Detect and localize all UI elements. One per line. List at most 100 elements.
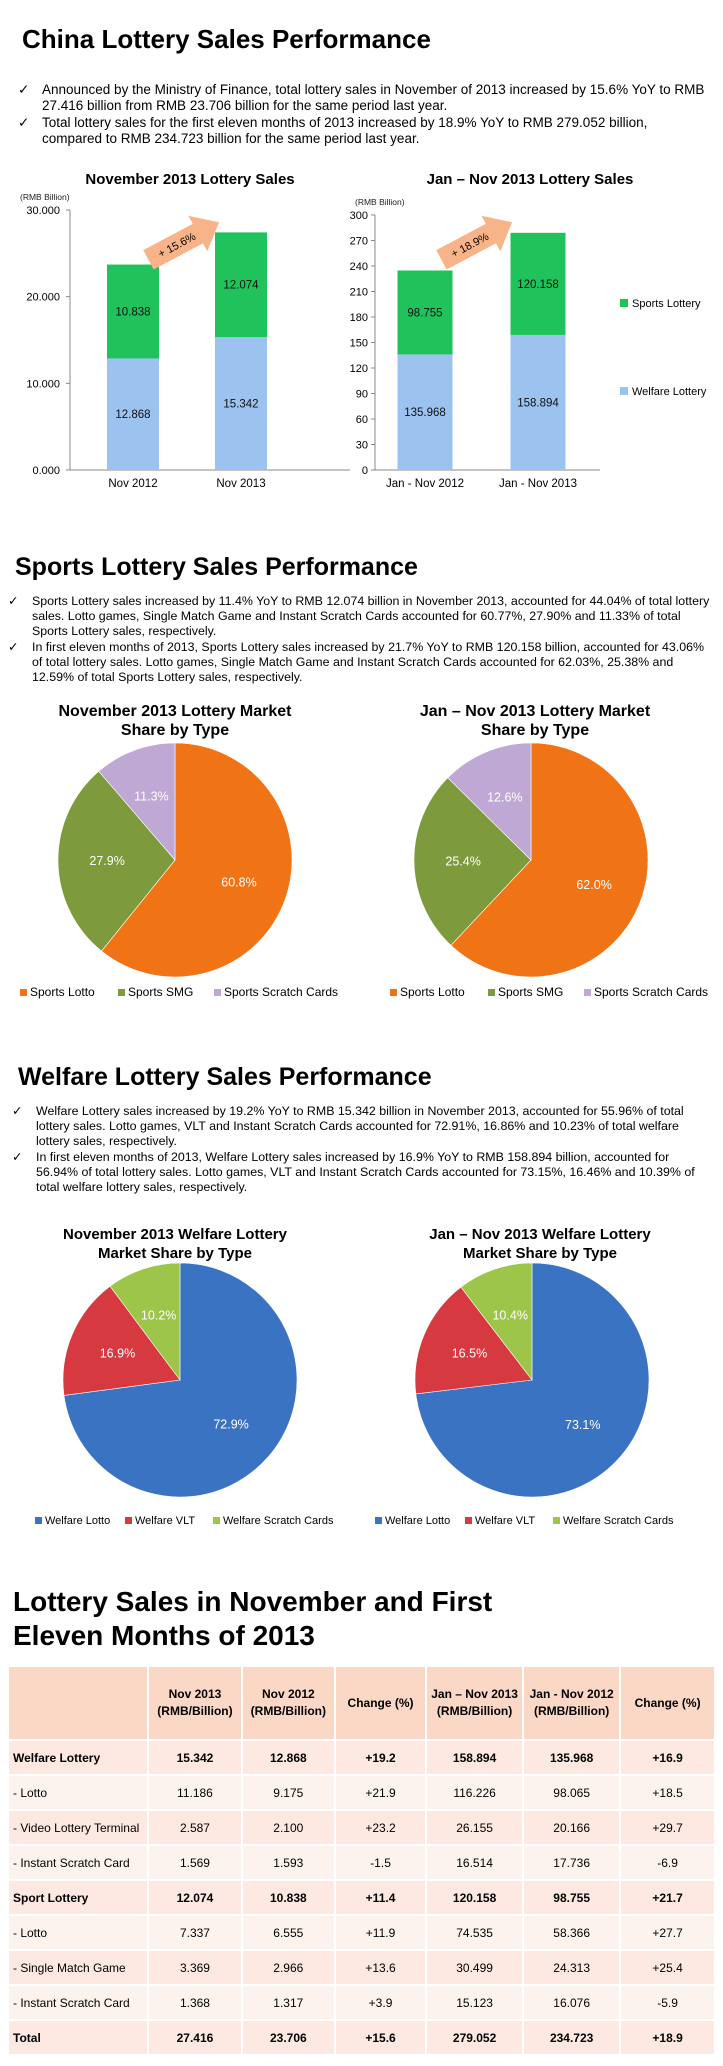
row-label: - Video Lottery Terminal [9,1811,148,1844]
growth-arrow: + 18.9% [436,215,513,270]
arrow-shape [143,215,220,270]
y-tick-label: 0 [362,465,368,477]
y-tick-label: 0.000 [32,465,60,477]
table-cell: 3.369 [149,1951,241,1984]
legend-swatch [118,989,125,996]
bar-sports [510,232,566,335]
y-tick-label: 20.000 [26,292,60,304]
table-cell: 15.342 [149,1741,241,1774]
table-header-cell [9,1667,148,1739]
table-cell: +13.6 [336,1951,426,1984]
table-cell: +25.4 [621,1951,714,1984]
table-cell: 12.868 [242,1741,334,1774]
legend-label: Sports Lottery [632,298,701,310]
legend-swatch [553,1517,560,1524]
bar-value-label: 10.838 [115,307,150,319]
table-cell: 11.186 [149,1776,241,1809]
legend-label: Sports Lotto [400,985,465,999]
table-cell: 27.416 [149,2021,241,2054]
table-cell: 58.366 [524,1916,620,1949]
bar-value-label: 12.074 [223,280,259,292]
pie-slice-label: 73.1% [565,1418,600,1432]
china-bullets: ✓ Announced by the Ministry of Finance, t… [18,82,708,148]
table-row: - Single Match Game 3.369 2.966 +13.6 30.499… [9,1951,714,1984]
y-tick-label: 30.000 [26,205,60,217]
table-cell: +11.4 [336,1881,426,1914]
legend-swatch [390,989,397,996]
bar-chart-1-title: November 2013 Lottery Sales [85,171,295,188]
row-label: - Lotto [9,1916,148,1949]
legend-label: Sports Scratch Cards [594,985,708,999]
bar-sports [107,264,159,359]
table-header-cell: Jan - Nov 2012 (RMB/Billion) [524,1667,620,1739]
checkmark-icon: ✓ [18,82,30,97]
table-cell: 12.074 [149,1881,241,1914]
table-cell: 2.587 [149,1811,241,1844]
table-cell: 2.100 [242,1811,334,1844]
pie-slice-label: 10.2% [141,1309,176,1323]
table-cell: 1.593 [242,1846,334,1879]
legend-swatch [214,989,221,996]
table-cell: +21.9 [336,1776,426,1809]
bar-value-label: 120.158 [517,279,559,291]
table-header-row: Nov 2013 (RMB/Billion) Nov 2012 (RMB/Bill… [9,1667,714,1739]
legend-swatch [620,299,628,307]
welfare-bullets: ✓ Welfare Lottery sales increased by 19.2… [12,1104,714,1196]
table-cell: 17.736 [524,1846,620,1879]
pie-slice-label: 25.4% [445,854,480,868]
legend-swatch [620,387,628,395]
table-cell: 20.166 [524,1811,620,1844]
legend-swatch [465,1517,472,1524]
table-row: - Lotto 7.337 6.555 +11.9 74.535 58.366 +27.7 [9,1916,714,1949]
legend-label: Welfare Lotto [45,1515,110,1527]
checkmark-icon: ✓ [18,115,30,130]
y-tick-label: 180 [350,312,368,324]
bullet-item: ✓ In first eleven months of 2013, Welfare… [12,1150,695,1194]
bullet-item: ✓ Announced by the Ministry of Finance, t… [18,82,705,113]
row-label: - Lotto [9,1776,148,1809]
checkmark-icon: ✓ [12,1150,23,1164]
table-cell: 135.968 [524,1741,620,1774]
pie-slice-label: 12.6% [487,790,522,804]
row-label: Total [9,2021,148,2054]
legend-swatch [213,1517,220,1524]
row-label: - Instant Scratch Card [9,1846,148,1879]
table-cell: 1.317 [242,1986,334,2019]
pie-slice [414,1286,533,1395]
legend-label: Welfare Lottery [632,386,707,398]
pie-chart-welfare-jan-nov: 73.1% 16.5% 10.4% Welfare Lotto Welfare VLT W… [375,1262,674,1527]
sales-table: Nov 2013 (RMB/Billion) Nov 2012 (RMB/Bill… [7,1665,716,2056]
table-cell: 120.158 [427,1881,523,1914]
table-cell: -1.5 [336,1846,426,1879]
table-cell: 16.076 [524,1986,620,2019]
y-tick-label: 90 [356,389,368,401]
legend-label: Sports Lotto [30,985,95,999]
pie-slice-label: 10.4% [492,1309,527,1323]
sports-section-title: Sports Lottery Sales Performance [15,553,418,581]
table-cell: 1.368 [149,1986,241,2019]
y-tick-label: 270 [350,236,368,248]
pie-slice [450,742,649,978]
legend-label: Welfare VLT [135,1515,195,1527]
table-cell: 10.838 [242,1881,334,1914]
row-label: Sport Lottery [9,1881,148,1914]
checkmark-icon: ✓ [12,1104,23,1118]
legend-swatch [35,1517,42,1524]
table-row: - Lotto 11.186 9.175 +21.9 116.226 98.065 +18.… [9,1776,714,1809]
row-label: Welfare Lottery [9,1741,148,1774]
table-cell: +18.9 [621,2021,714,2054]
pie-slice [460,1262,533,1381]
table-cell: 98.065 [524,1776,620,1809]
bullet-item: ✓ Welfare Lottery sales increased by 19.2… [12,1104,684,1148]
bar-welfare [397,354,453,470]
table-cell: +16.9 [621,1741,714,1774]
pie-slice [98,742,176,861]
table-cell: 234.723 [524,2021,620,2054]
table-cell: 24.313 [524,1951,620,1984]
table-cell: 16.514 [427,1846,523,1879]
table-row: - Video Lottery Terminal 2.587 2.100 +23.2 2… [9,1811,714,1844]
pie-slice-label: 62.0% [576,878,611,892]
pie-slice-label: 60.8% [221,876,256,890]
bar-welfare [510,334,566,470]
bar-sports [215,232,267,338]
